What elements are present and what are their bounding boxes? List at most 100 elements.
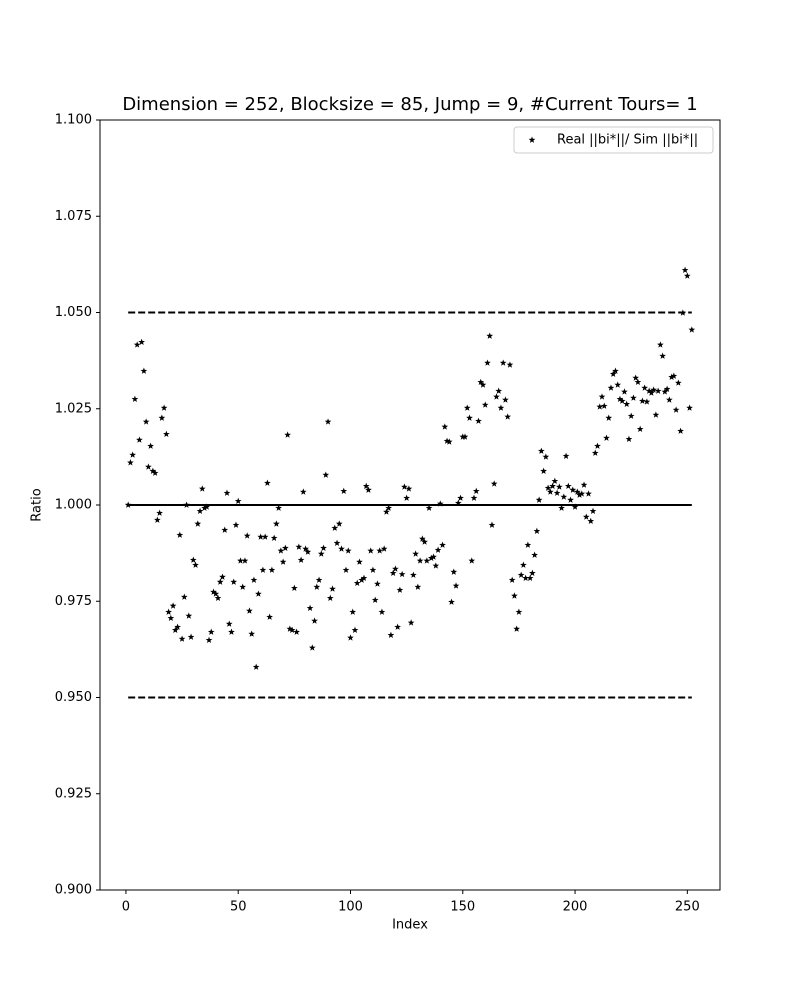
point [630,394,637,401]
point [549,482,556,489]
point [156,509,163,516]
point [189,556,197,563]
point [311,617,318,624]
point [239,583,247,590]
point [360,574,368,581]
point [479,381,487,388]
point [401,483,408,490]
point [270,534,278,541]
point [396,586,404,593]
point [663,385,671,392]
point [225,620,233,627]
point [436,500,444,507]
point [151,469,159,476]
point [145,463,152,470]
point [477,378,485,386]
chart-title: Dimension = 252, Blocksize = 85, Jump = … [122,94,697,115]
y-tick-label: 1.025 [55,401,92,416]
point [562,452,570,459]
point [163,430,170,437]
point [291,584,298,591]
point [625,435,633,442]
point [544,484,552,491]
point [304,548,312,555]
point [127,459,134,466]
point [295,543,303,550]
point [609,370,617,377]
point [677,427,684,434]
point [331,524,339,531]
point [221,526,229,533]
point [147,442,154,449]
point [421,538,428,545]
point [174,623,181,630]
point [259,566,267,573]
point [277,547,285,554]
point [183,501,190,508]
point [322,471,330,478]
point [136,436,143,443]
point [493,393,500,400]
point [167,614,175,622]
point [513,625,520,632]
point [684,272,691,279]
point [129,451,136,458]
point [261,533,269,540]
point [196,507,204,514]
point [515,608,523,615]
point [641,384,648,391]
point [428,554,435,561]
point [212,590,220,597]
point [675,379,682,386]
point [526,574,534,581]
point [681,266,689,273]
point [358,576,366,583]
point [623,400,631,407]
point [450,568,458,575]
point [576,491,583,498]
point [264,479,271,486]
point [374,580,381,587]
point [648,389,655,396]
point [556,483,563,490]
point [531,551,538,558]
y-tick-label: 0.950 [55,690,92,705]
point [632,374,640,381]
point [499,359,507,366]
point [257,533,264,540]
point [564,482,572,489]
point [657,341,664,348]
point [594,442,601,449]
point [335,520,343,527]
point [160,404,168,411]
point [484,359,491,366]
point [284,431,291,438]
x-tick-label: 250 [675,900,700,915]
point [524,541,532,548]
point [131,395,139,402]
point [333,539,341,546]
y-tick-label: 1.050 [55,305,92,320]
point [387,631,395,638]
point [578,490,586,497]
point [582,513,590,520]
point [367,547,375,554]
point [511,592,518,599]
point [205,636,213,643]
point [313,583,321,590]
point [488,521,496,528]
point [405,485,413,492]
point [618,397,626,404]
point [365,486,372,493]
point [591,449,599,456]
point [187,633,195,640]
point [216,578,224,585]
point [248,630,256,637]
point [234,497,242,504]
x-tick-label: 150 [450,900,475,915]
point [598,393,606,400]
point [228,628,235,635]
point [351,626,359,633]
point [398,570,406,578]
point [670,372,678,379]
